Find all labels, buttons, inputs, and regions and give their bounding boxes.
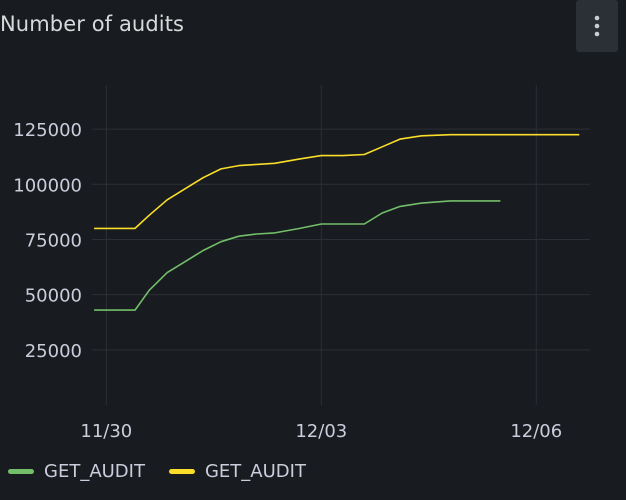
- y-tick-label: 25000: [25, 341, 82, 362]
- y-tick-label: 50000: [25, 286, 82, 307]
- legend-item-series-1[interactable]: GET_AUDIT: [0, 461, 145, 482]
- line-chart[interactable]: 25000 50000 75000 100000 125000 11/30 12/03 12/…: [0, 0, 626, 450]
- series-line-1: [94, 200, 501, 311]
- legend-item-series-2[interactable]: GET_AUDIT: [161, 461, 306, 482]
- x-tick-label: 12/06: [510, 421, 562, 442]
- legend-swatch-series-1: [8, 468, 34, 474]
- y-tick-label: 75000: [25, 230, 82, 251]
- panel-title: Number of audits: [0, 12, 185, 36]
- kebab-menu-icon: [594, 15, 600, 37]
- x-tick-label: 11/30: [80, 421, 132, 442]
- x-tick-label: 12/03: [295, 421, 347, 442]
- y-tick-label: 125000: [13, 120, 82, 141]
- series-line-2: [94, 133, 580, 230]
- legend: GET_AUDIT GET_AUDIT: [0, 458, 306, 484]
- y-tick-label: 100000: [13, 175, 82, 196]
- legend-swatch-series-2: [168, 468, 195, 474]
- legend-label-series-2: GET_AUDIT: [204, 460, 306, 482]
- panel-menu-button[interactable]: [576, 0, 618, 52]
- legend-label-series-1: GET_AUDIT: [44, 460, 145, 482]
